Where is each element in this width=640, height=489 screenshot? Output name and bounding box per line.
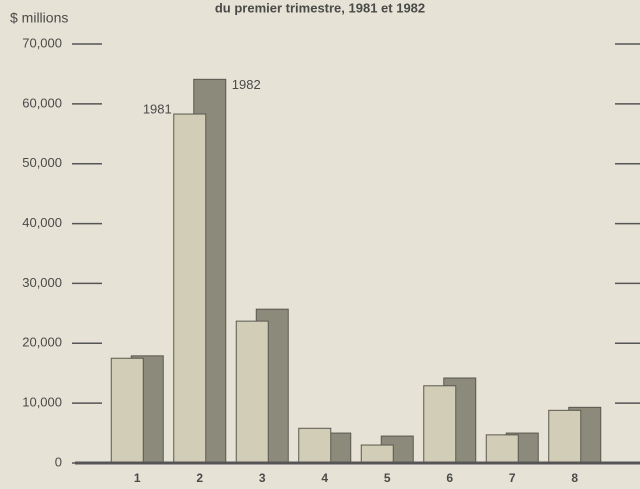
series-label: 1981 — [143, 101, 172, 116]
x-tick-label: 1 — [134, 471, 141, 485]
bar — [235, 320, 269, 464]
y-tick-label: 10,000 — [22, 395, 62, 410]
y-tick-label: 60,000 — [22, 95, 62, 110]
y-tick-label: 70,000 — [22, 35, 62, 50]
bar — [298, 427, 332, 464]
bar — [548, 409, 582, 464]
bar — [423, 385, 457, 464]
chart-title: du premier trimestre, 1981 et 1982 — [215, 0, 425, 15]
x-tick-label: 8 — [571, 471, 578, 485]
y-tick-label: 40,000 — [22, 215, 62, 230]
bar — [110, 357, 144, 464]
bar — [360, 444, 394, 464]
x-tick-label: 6 — [446, 471, 453, 485]
x-tick-label: 2 — [196, 471, 203, 485]
y-tick-label: 20,000 — [22, 335, 62, 350]
y-tick-label: 50,000 — [22, 155, 62, 170]
bar — [173, 113, 207, 464]
x-tick-label: 7 — [509, 471, 516, 485]
y-tick-label: 30,000 — [22, 275, 62, 290]
x-tick-label: 3 — [259, 471, 266, 485]
y-axis-label: $ millions — [10, 10, 68, 26]
x-tick-label: 4 — [321, 471, 328, 485]
series-label: 1982 — [232, 77, 261, 92]
x-tick-label: 5 — [384, 471, 391, 485]
bar — [485, 434, 519, 464]
y-tick-label: 0 — [55, 454, 62, 469]
